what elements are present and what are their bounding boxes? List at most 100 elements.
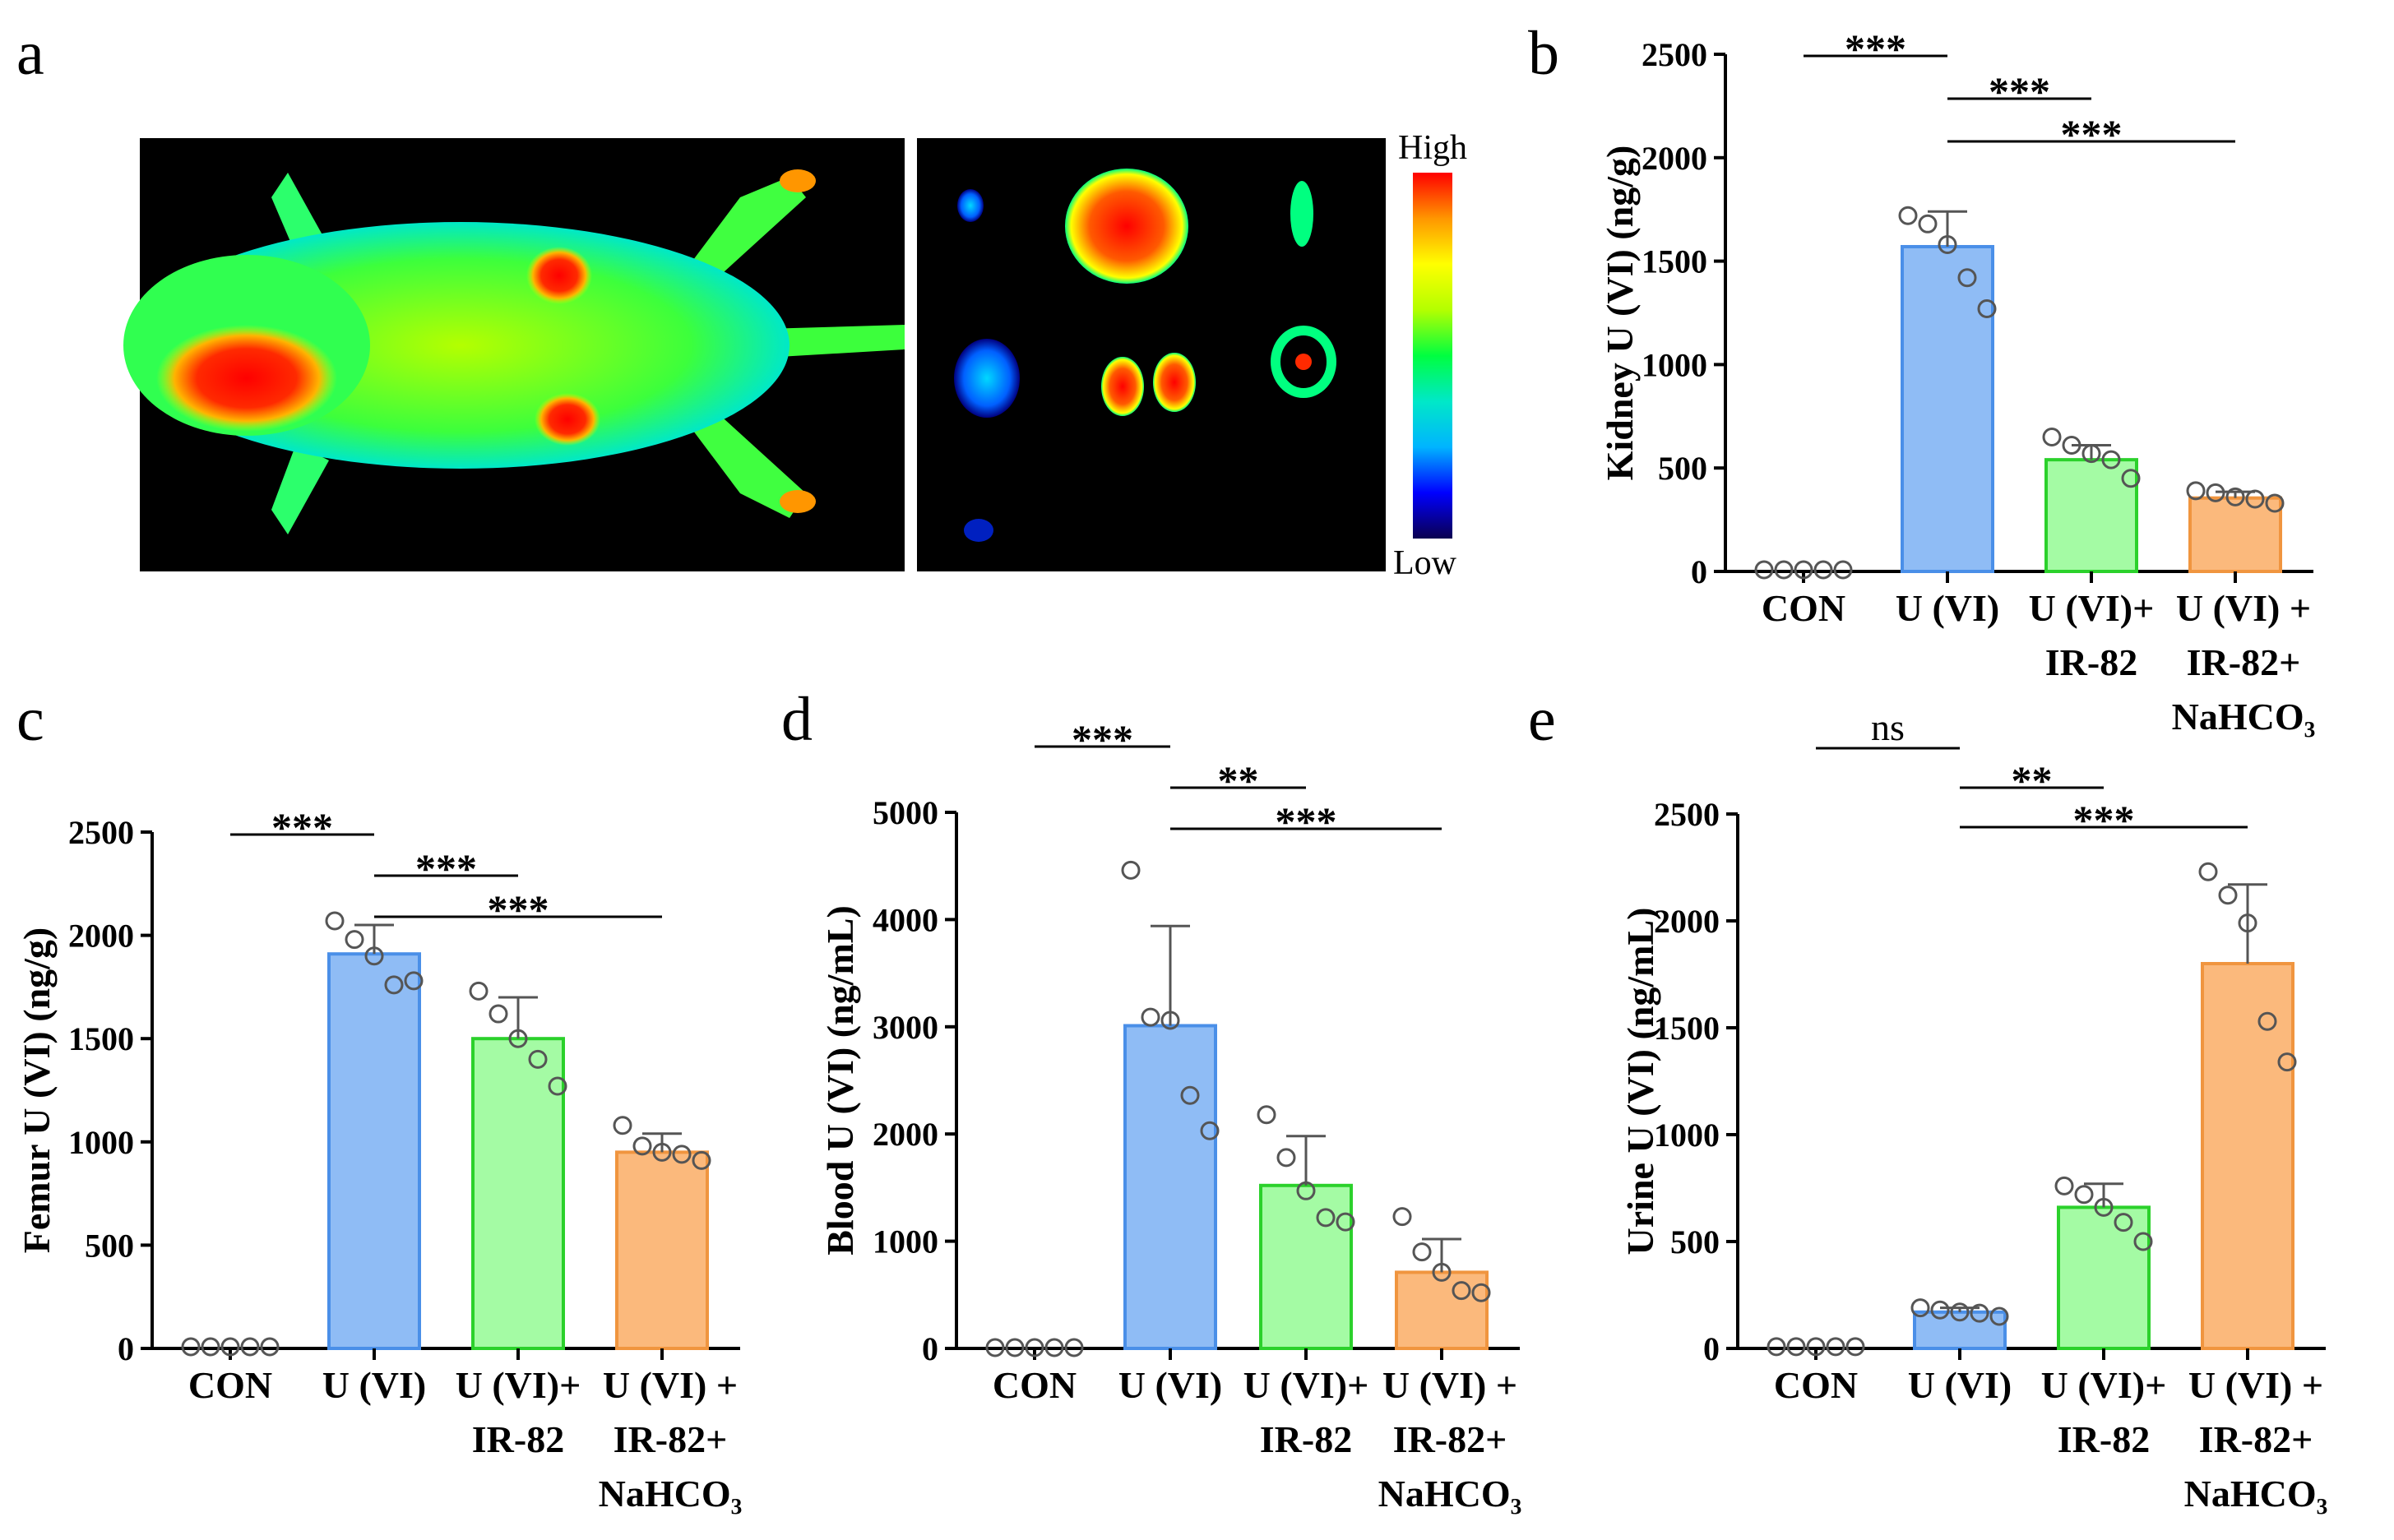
data-point (548, 1076, 567, 1096)
y-tick-label: 500 (1670, 1223, 1720, 1260)
data-point (1910, 1298, 1930, 1318)
data-point (1005, 1338, 1025, 1357)
y-tick-label: 2000 (1654, 903, 1720, 940)
data-point (1767, 1337, 1786, 1357)
mouse-whole-body-image (123, 138, 905, 571)
x-category-label: CON (993, 1364, 1077, 1406)
x-category-label: U (VI)+ (1243, 1364, 1369, 1406)
x-category-label: U (VI) (1896, 587, 1999, 629)
bar-4 (615, 1150, 709, 1350)
bar-2 (1901, 244, 1994, 573)
x-category-label: U (VI) (1908, 1364, 2012, 1406)
data-point (1918, 214, 1938, 234)
y-tick-label: 3000 (873, 1009, 938, 1046)
data-point (2042, 427, 2062, 446)
significance-label: *** (1276, 798, 1337, 844)
bar-4 (1395, 1270, 1489, 1351)
data-point (1970, 1303, 1989, 1323)
data-point (364, 946, 384, 966)
data-point (1898, 206, 1918, 225)
data-point (1141, 1007, 1160, 1027)
data-point (240, 1337, 260, 1357)
data-point (1930, 1300, 1950, 1320)
y-tick-label: 2000 (68, 918, 134, 955)
colorbar-low-label: Low (1393, 544, 1457, 582)
y-axis-title: Femur U (VI) (ng/g) (16, 927, 58, 1253)
panel-a-letter: a (16, 19, 44, 88)
data-point (692, 1150, 711, 1170)
data-point (508, 1029, 528, 1048)
significance-label: *** (1989, 68, 2050, 114)
y-axis-title: Urine U (VI) (ng/mL) (1619, 908, 1661, 1256)
y-tick-label: 5000 (873, 794, 938, 831)
x-category-label: U (VI)+ (2041, 1364, 2167, 1406)
data-point (1471, 1283, 1491, 1302)
panel-c-letter: c (16, 685, 44, 754)
bar-2 (1123, 1024, 1217, 1350)
data-point (672, 1145, 692, 1164)
x-category-label: IR-82+ (2199, 1418, 2313, 1460)
x-category-label: IR-82 (2058, 1418, 2150, 1460)
x-category-label: U (VI) + (2176, 587, 2311, 629)
data-point (469, 981, 489, 1001)
x-category-label: IR-82+ (1393, 1418, 1507, 1460)
x-category-label: NaHCO₃ (599, 1473, 743, 1515)
data-point (1316, 1208, 1336, 1228)
data-point (345, 930, 364, 950)
colorbar: High Low (1393, 129, 1467, 582)
data-point (2101, 450, 2121, 469)
significance-label: *** (488, 886, 549, 932)
data-point (2277, 1052, 2297, 1072)
data-point (2121, 469, 2141, 488)
y-tick-label: 1500 (1654, 1010, 1720, 1047)
data-point (652, 1142, 672, 1162)
data-point (1257, 1105, 1276, 1125)
data-point (2074, 1185, 2094, 1205)
y-tick-label: 0 (1703, 1330, 1720, 1367)
data-point (201, 1337, 220, 1357)
significance-label: *** (415, 845, 477, 891)
data-point (1160, 1010, 1180, 1030)
significance-label: ** (1218, 757, 1259, 803)
panel-e-letter: e (1528, 685, 1556, 754)
data-point (2245, 489, 2265, 509)
panel-c-femur-chart: c Femur U (VI) (ng/g) 0 500 1000 1500 2000 2500… (16, 685, 742, 1515)
bar-3 (1259, 1183, 1353, 1350)
data-point (2062, 436, 2081, 456)
x-category-label: U (VI) + (603, 1364, 738, 1406)
data-point (1754, 560, 1774, 580)
data-point (1180, 1085, 1200, 1105)
significance-label: *** (2061, 111, 2123, 157)
data-point (1276, 1148, 1296, 1168)
data-point (1296, 1181, 1316, 1200)
x-category-label: NaHCO₃ (2172, 696, 2316, 738)
x-category-label: NaHCO₃ (2184, 1473, 2328, 1515)
x-category-label: IR-82 (2045, 641, 2137, 683)
data-point (220, 1337, 240, 1357)
x-category-label: IR-82 (472, 1418, 564, 1460)
y-tick-label: 1000 (873, 1223, 938, 1260)
x-category-label: IR-82+ (2187, 641, 2301, 683)
x-category-label: CON (1774, 1364, 1858, 1406)
x-category-label: CON (188, 1364, 272, 1406)
bar-4 (2201, 962, 2294, 1350)
significance-label: *** (2073, 797, 2135, 843)
y-tick-label: 2000 (873, 1116, 938, 1153)
data-point (2114, 1213, 2133, 1232)
data-point (1957, 268, 1977, 288)
y-tick-label: 0 (922, 1330, 938, 1367)
data-point (2054, 1176, 2074, 1195)
data-point (260, 1337, 280, 1357)
y-tick-label: 1000 (1642, 346, 1707, 383)
data-point (2225, 487, 2245, 506)
data-point (2206, 483, 2225, 502)
significance-label: *** (271, 804, 333, 850)
data-point (2094, 1197, 2114, 1217)
y-tick-label: 4000 (873, 901, 938, 938)
y-tick-label: 2500 (1642, 36, 1707, 73)
panel-e-urine-chart: e Urine U (VI) (ng/mL) 0 500 1000 1500 2000 250… (1528, 685, 2327, 1515)
data-point (1845, 1337, 1865, 1357)
y-tick-label: 1500 (68, 1020, 134, 1057)
x-category-label: U (VI) (1118, 1364, 1222, 1406)
